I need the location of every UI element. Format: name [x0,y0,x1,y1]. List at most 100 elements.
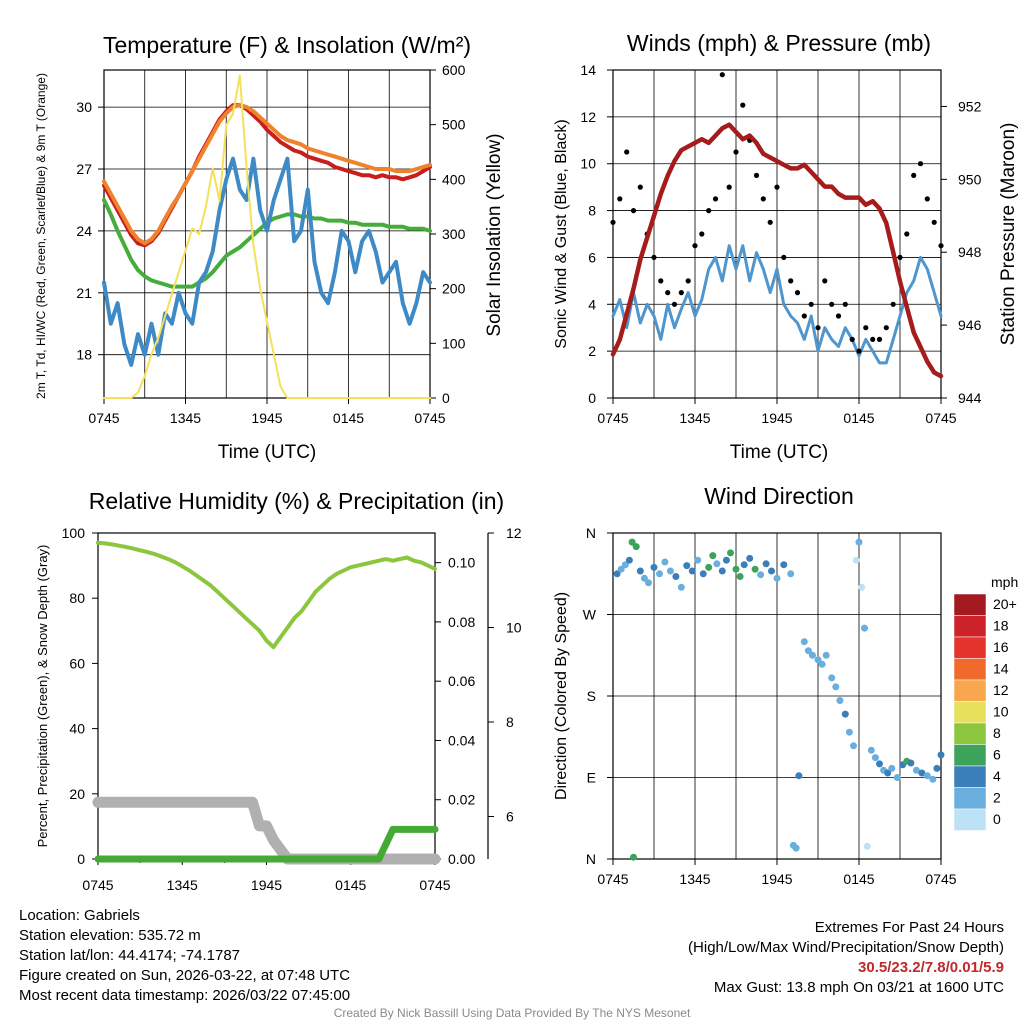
series-relative-humidity [96,540,437,650]
colorbar-label: 2 [993,790,1001,806]
x-tick-label: 0145 [843,410,874,426]
extremes-values: 30.5/23.2/7.8/0.01/5.9 [858,959,1004,976]
direction-point [709,552,717,560]
y2-tick-label: 0.00 [448,851,475,867]
y-tick-label: 14 [580,62,596,78]
station-info: Location: Gabriels Station elevation: 53… [19,906,350,1006]
x-tick-label: 0145 [335,877,366,893]
direction-point [893,774,901,781]
direction-point [933,764,941,772]
gust-point [760,196,766,202]
y2-tick-label: 952 [958,98,982,114]
colorbar-swatch [953,765,987,788]
y2-tick-label: 100 [442,335,466,351]
direction-point [751,565,759,573]
direction-point [814,656,822,664]
colorbar-label: 6 [993,747,1001,763]
gust-point [658,278,664,284]
gust-point [781,254,787,260]
gust-point [876,336,883,342]
gust-point [699,231,705,237]
panel-title: Wind Direction [704,483,854,509]
y2-tick-label: 950 [958,171,982,187]
gust-point [637,184,643,190]
y-tick-label: 18 [76,347,92,363]
direction-point [628,538,636,546]
direction-point [828,674,836,682]
colorbar-label: 0 [993,811,1001,827]
gust-point [630,208,637,214]
y-tick-label: 10 [580,156,596,172]
colorbar-swatch [953,658,987,681]
y-tick-label: 27 [76,161,92,177]
colorbar-label: 8 [993,725,1001,741]
x-tick-label: 0745 [597,871,628,887]
direction-point [912,766,920,774]
direction-point [871,754,879,762]
y2-tick-label: 944 [958,390,982,406]
direction-point [722,556,730,564]
direction-point [780,561,788,569]
x-tick-label: 1945 [761,410,792,426]
direction-point [792,844,800,852]
direction-point [841,710,849,718]
gust-point [911,172,917,178]
series-precipitation [94,825,439,863]
direction-point [757,571,765,579]
direction-point [867,746,875,754]
x-tick-label: 0745 [414,410,445,426]
x-tick-label: 0745 [925,871,956,887]
series-sonic-wind [611,244,943,365]
y-axis-label: Percent, Precipitation (Green), & Snow D… [35,545,50,848]
gust-point [808,301,814,307]
gust-point [863,325,869,331]
x-tick-label: 1345 [167,877,198,893]
direction-point [809,651,816,659]
direction-point [800,638,808,646]
colorbar-swatch [953,722,987,745]
colorbar-swatch [953,787,987,810]
gust-point [740,102,746,108]
colorbar-swatch [953,615,987,638]
y-tick-label: 12 [580,109,596,125]
direction-point [850,742,857,750]
direction-point [876,760,883,768]
direction-point [740,561,748,569]
extremes-title: Extremes For Past 24 Hours [814,919,1004,936]
direction-point [630,853,637,861]
y2-tick-label: 200 [442,281,466,297]
gust-point [856,348,862,354]
y-tick-label: S [587,688,596,704]
colorbar-swatch [953,593,987,616]
y-tick-label: 21 [76,285,92,301]
gust-point [829,301,835,307]
direction-point [632,543,640,551]
series-9m-t [102,103,432,246]
direction-point [768,567,775,575]
direction-point [645,579,652,587]
y2-tick-label: 948 [958,244,982,260]
credit-line: Created By Nick Bassill Using Data Provi… [333,1006,691,1020]
y2-axis-label: Station Pressure (Maroon) [998,123,1019,346]
y-tick-label: N [586,525,596,541]
gust-point [678,290,684,296]
x-tick-label: 0745 [419,877,450,893]
y-tick-label: 60 [69,655,85,671]
gust-point [890,301,896,307]
direction-point [625,556,633,564]
colorbar-title: mph [991,574,1018,590]
direction-point [937,751,945,759]
gust-point [617,196,623,202]
direction-point [650,563,658,571]
direction-point [718,567,726,575]
direction-point [858,583,866,591]
temperature-panel: Temperature (F) & Insolation (W/m²) 0745 1… [34,32,505,463]
gust-point [665,290,671,296]
y-tick-label: N [586,851,596,867]
series-solar-insolation [103,74,431,399]
direction-point [666,567,674,575]
direction-point [672,573,680,580]
winds-panel: Winds (mph) & Pressure (mb) 0745 1345 1945 0… [553,30,1019,463]
direction-point [621,561,629,569]
